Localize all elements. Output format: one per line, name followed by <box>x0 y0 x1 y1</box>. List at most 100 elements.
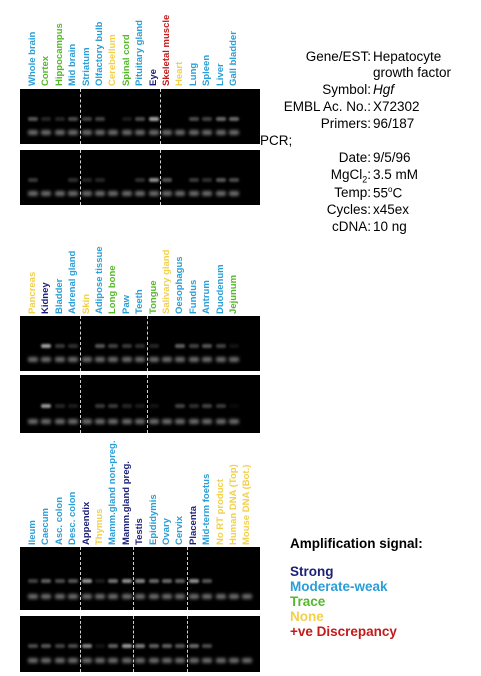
primer-dimer-band <box>28 191 38 196</box>
lane-divider <box>186 616 188 672</box>
lane-label: Pancreas <box>27 271 38 314</box>
primer-dimer-band <box>95 130 105 135</box>
primer-dimer-band <box>162 130 172 135</box>
primer-dimer-band <box>81 658 92 663</box>
primer-dimer-band <box>41 130 52 135</box>
lane-label: Thymus <box>94 508 105 545</box>
primer-dimer-band <box>175 130 186 135</box>
pcr-band <box>188 579 199 583</box>
primer-dimer-band <box>121 191 132 196</box>
lane-label: Pituitary gland <box>134 20 146 86</box>
pcr-band <box>229 178 239 182</box>
temp-value: 55oC <box>373 185 403 201</box>
primer-dimer-band <box>108 594 119 599</box>
lane-label: Mamm.gland non-preg. <box>107 440 119 546</box>
primer-dimer-band <box>162 419 172 424</box>
primer-dimer-band <box>41 357 52 362</box>
primer-dimer-band <box>229 658 239 663</box>
primer-dimer-band <box>108 191 119 196</box>
primer-dimer-band <box>202 130 213 135</box>
pcr-band <box>121 644 132 648</box>
pcr-band <box>81 579 92 583</box>
legend-none: None <box>290 609 324 624</box>
primers-key: Primers: <box>320 116 371 131</box>
pcr-band <box>28 117 38 121</box>
gel-image-top <box>20 547 260 610</box>
pcr-label: PCR; <box>260 133 293 148</box>
lane-divider <box>79 316 81 371</box>
pcr-band <box>28 579 38 583</box>
pcr-band <box>148 117 159 121</box>
pcr-band <box>175 344 186 348</box>
lane-label: Desc. colon <box>67 491 79 545</box>
primer-dimer-band <box>188 191 199 196</box>
primer-dimer-band <box>121 594 132 599</box>
lane-label: Epididymis <box>147 494 159 545</box>
gene-key: Gene/EST: <box>305 49 371 64</box>
primer-dimer-band <box>215 419 226 424</box>
lane-label: Striatum <box>80 47 92 86</box>
primer-dimer-band <box>202 594 213 599</box>
primer-dimer-band <box>162 191 172 196</box>
temp-key: Temp: <box>334 185 371 200</box>
lane-label: Lung <box>187 62 199 86</box>
primer-dimer-band <box>175 658 186 663</box>
pcr-band <box>202 178 213 182</box>
lane-label: Tongue <box>147 280 159 314</box>
date-key: Date: <box>338 150 371 165</box>
lane-label: Mamm.gland preg. <box>120 461 132 545</box>
primer-dimer-band <box>215 191 226 196</box>
pcr-band <box>229 117 239 121</box>
primer-dimer-band <box>81 594 92 599</box>
primer-dimer-band <box>188 357 199 362</box>
lane-divider <box>133 547 135 610</box>
primer-dimer-band <box>54 419 65 424</box>
pcr-band <box>54 344 65 348</box>
lane-label: Heart <box>174 61 186 86</box>
lane-label: Teeth <box>134 289 146 314</box>
lane-labels: Ileum Caecum Asc. colon Desc. colon Appendix… <box>0 440 481 546</box>
pcr-band <box>215 344 226 348</box>
primer-dimer-band <box>68 130 79 135</box>
primer-dimer-band <box>68 357 79 362</box>
lane-label: Human DNA (Top) <box>228 464 239 545</box>
pcr-band <box>135 579 146 583</box>
lane-label: Liver <box>214 63 226 86</box>
gel-panel-3: Ileum Caecum Asc. colon Desc. colon Appendix… <box>0 440 481 672</box>
primer-dimer-band <box>229 130 239 135</box>
pcr-band <box>202 344 213 348</box>
primer-dimer-band <box>229 594 239 599</box>
pcr-band <box>135 117 146 121</box>
lane-label: Cervix <box>174 515 186 545</box>
primer-dimer-band <box>229 357 239 362</box>
lane-label: Adrenal gland <box>67 250 79 314</box>
primer-dimer-band <box>242 658 253 663</box>
lane-divider <box>79 547 81 610</box>
primer-dimer-band <box>135 357 146 362</box>
primer-dimer-band <box>188 658 199 663</box>
pcr-band <box>108 579 119 583</box>
symbol-value: Hgf <box>373 82 395 97</box>
primer-dimer-band <box>202 658 213 663</box>
pcr-band <box>188 404 199 408</box>
primer-dimer-band <box>162 658 172 663</box>
lane-label: Caecum <box>40 508 52 545</box>
pcr-band <box>121 404 132 408</box>
pcr-band <box>81 178 92 182</box>
primer-dimer-band <box>229 191 239 196</box>
primer-dimer-band <box>28 658 38 663</box>
primer-dimer-band <box>202 191 213 196</box>
cycles-key: Cycles: <box>326 202 371 217</box>
primer-dimer-band <box>121 130 132 135</box>
primer-dimer-band <box>54 130 65 135</box>
gel-panel-1: Whole brain Cortex Hippocampus Mid brain Str… <box>0 0 481 210</box>
pcr-band <box>188 644 199 648</box>
primer-dimer-band <box>95 658 105 663</box>
lane-label: Long bone <box>107 265 119 314</box>
primer-dimer-band <box>81 357 92 362</box>
primer-dimer-band <box>68 658 79 663</box>
gel-image-top <box>20 316 260 371</box>
lane-divider <box>160 150 161 205</box>
primer-dimer-band <box>135 658 146 663</box>
pcr-band <box>148 579 159 583</box>
